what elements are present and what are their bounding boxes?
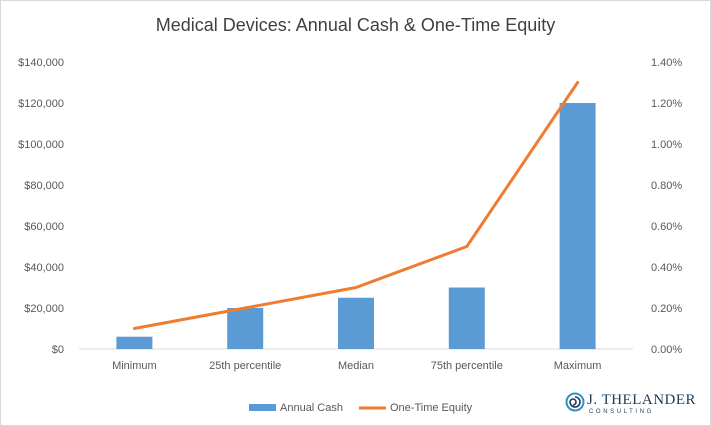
bar	[448, 287, 485, 349]
axes: $0 $20,000 $40,000 $60,000 $80,000 $100,000 $1…	[18, 57, 682, 372]
y-left-tick-label: $80,000	[24, 180, 64, 192]
y-right-tick-label: 0.00%	[651, 344, 682, 356]
y-right-tick-label: 1.20%	[651, 98, 682, 110]
spiral-icon	[565, 392, 585, 412]
x-tick-label: Maximum	[554, 360, 602, 372]
bar	[338, 297, 374, 349]
bar	[116, 336, 153, 349]
x-tick-label: 75th percentile	[431, 360, 503, 372]
x-tick-label: Minimum	[112, 360, 157, 372]
logo-tagline: CONSULTING	[589, 409, 654, 415]
x-tick-label: Median	[338, 360, 374, 372]
y-left-tick-label: $40,000	[24, 262, 64, 274]
line-series	[132, 81, 580, 330]
logo: J. THELANDER CONSULTING	[565, 392, 696, 415]
legend-swatch-annual-cash	[249, 404, 276, 411]
bar	[559, 103, 596, 349]
logo-name: J. THELANDER	[587, 392, 696, 408]
x-tick-label: 25th percentile	[209, 360, 281, 372]
y-right-tick-label: 0.80%	[651, 180, 682, 192]
y-right-tick-label: 0.60%	[651, 221, 682, 233]
y-right-tick-label: 1.00%	[651, 139, 682, 151]
bar	[227, 308, 264, 349]
legend-label-annual-cash: Annual Cash	[280, 402, 343, 414]
y-right-tick-label: 0.20%	[651, 303, 682, 315]
chart-title: Medical Devices: Annual Cash & One-Time …	[156, 15, 556, 35]
legend-label-one-time-equity: One-Time Equity	[390, 402, 473, 414]
y-left-tick-label: $120,000	[18, 98, 64, 110]
y-right-tick-label: 0.40%	[651, 262, 682, 274]
y-right-tick-label: 1.40%	[651, 57, 682, 69]
y-left-tick-label: $100,000	[18, 139, 64, 151]
y-left-tick-label: $60,000	[24, 221, 64, 233]
y-left-tick-label: $0	[52, 344, 64, 356]
legend: Annual Cash One-Time Equity	[249, 402, 473, 414]
bar-series	[116, 103, 596, 349]
y-left-tick-label: $20,000	[24, 303, 64, 315]
y-left-tick-label: $140,000	[18, 57, 64, 69]
series-line	[132, 81, 580, 330]
